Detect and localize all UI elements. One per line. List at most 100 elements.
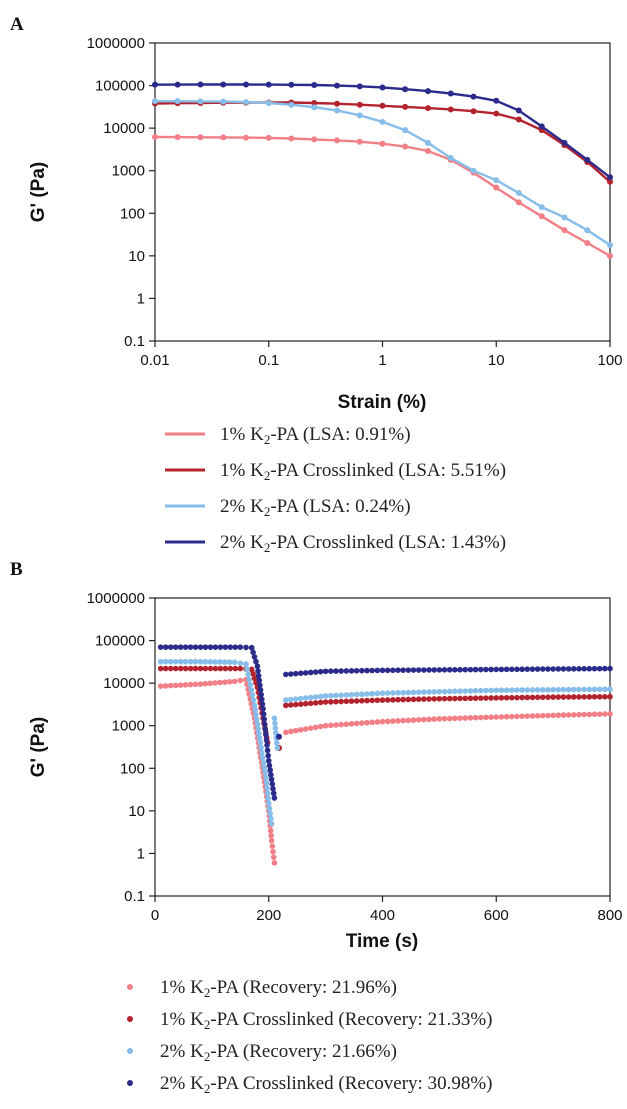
data-point-s3 <box>571 686 577 693</box>
data-point-s3 <box>356 112 363 119</box>
data-point-s3 <box>446 688 453 695</box>
data-point-s4 <box>515 107 522 114</box>
y-axis-title-a: G' (Pa) <box>28 162 49 222</box>
data-point-s3 <box>187 658 194 665</box>
data-point-s2 <box>343 698 350 705</box>
panel-label-a: A <box>10 14 24 35</box>
data-point-s4 <box>338 668 344 674</box>
legend-label-s1: 1% K2-PA (LSA: 0.91%) <box>220 424 411 447</box>
data-point-s1 <box>297 727 304 733</box>
data-point-s4 <box>539 666 546 672</box>
legend-a: 1% K2-PA (LSA: 0.91%) 1% K2-PA Crosslinke… <box>165 424 506 555</box>
x-tick-label: 0.01 <box>140 352 169 369</box>
data-point-s1 <box>217 679 223 686</box>
data-point-s4 <box>263 731 269 738</box>
data-point-s2 <box>508 694 515 701</box>
legend-label-s1: 1% K2-PA (Recovery: 21.96%) <box>160 977 397 1000</box>
data-point-s4 <box>271 795 278 801</box>
data-point-s3 <box>271 715 278 722</box>
data-point-s3 <box>343 692 350 698</box>
data-point-s2 <box>338 698 344 705</box>
data-point-s2 <box>452 695 458 702</box>
data-point-s1 <box>268 837 275 844</box>
data-point-s2 <box>555 694 562 700</box>
data-point-s3 <box>257 739 264 746</box>
data-point-s3 <box>426 689 432 695</box>
data-point-s3 <box>353 691 360 698</box>
data-point-s3 <box>263 774 269 781</box>
data-point-s2 <box>292 701 299 708</box>
data-point-s2 <box>248 666 255 673</box>
data-point-s2 <box>470 108 477 115</box>
data-point-s1 <box>560 712 567 718</box>
data-point-s2 <box>503 694 510 701</box>
data-point-s4 <box>261 721 268 728</box>
data-point-s4 <box>343 668 350 674</box>
data-point-s4 <box>258 691 264 698</box>
data-point-s3 <box>174 98 181 105</box>
data-point-s4 <box>220 81 227 88</box>
data-point-s3 <box>251 702 258 709</box>
data-point-s3 <box>333 692 339 699</box>
data-point-s3 <box>226 659 233 665</box>
data-point-s2 <box>379 102 386 109</box>
data-point-s4 <box>560 666 567 672</box>
data-point-s4 <box>265 757 272 764</box>
data-point-s2 <box>467 695 474 702</box>
data-point-s1 <box>571 712 577 718</box>
data-point-s4 <box>265 752 271 759</box>
data-point-s1 <box>222 679 228 685</box>
data-point-s4 <box>182 644 189 650</box>
data-point-s3 <box>272 720 278 726</box>
data-point-s3 <box>249 692 256 698</box>
data-point-s1 <box>231 678 238 685</box>
data-point-s4 <box>267 767 273 773</box>
data-point-s1 <box>283 729 289 736</box>
data-point-s4 <box>493 666 500 673</box>
data-point-s1 <box>452 715 458 722</box>
data-point-s4 <box>395 667 401 674</box>
legend-label-s2: 1% K2-PA Crosslinked (Recovery: 21.33%) <box>160 1009 492 1032</box>
data-point-s2 <box>591 694 598 700</box>
data-point-s4 <box>584 156 591 163</box>
data-point-s3 <box>259 754 266 761</box>
data-point-s2 <box>524 694 531 701</box>
data-point-s3 <box>524 687 531 693</box>
data-point-s2 <box>302 700 309 707</box>
data-point-s4 <box>390 667 396 674</box>
data-point-s1 <box>343 721 350 728</box>
data-point-s1 <box>265 134 272 141</box>
y-tick-label: 10000 <box>103 675 145 692</box>
data-point-s2 <box>498 695 505 701</box>
data-point-s4 <box>288 81 295 88</box>
data-point-s4 <box>571 666 577 672</box>
data-point-s2 <box>515 116 522 123</box>
data-point-s3 <box>477 687 484 694</box>
y-tick-label: 0.1 <box>124 333 145 350</box>
data-point-s1 <box>421 716 427 723</box>
data-point-s1 <box>182 682 189 688</box>
data-point-s4 <box>374 667 381 674</box>
legend-b: 1% K2-PA (Recovery: 21.96%) 1% K2-PA Cros… <box>127 977 492 1096</box>
data-point-s1 <box>586 711 593 718</box>
data-point-s1 <box>348 721 355 727</box>
data-point-s3 <box>561 214 568 221</box>
series-group-b <box>157 644 613 866</box>
data-point-s4 <box>283 671 289 678</box>
data-point-s4 <box>243 644 249 651</box>
data-point-s2 <box>395 696 401 703</box>
data-point-s3 <box>287 696 294 703</box>
data-point-s3 <box>457 688 463 694</box>
data-point-s3 <box>436 688 443 695</box>
data-point-s1 <box>436 716 443 722</box>
data-point-s1 <box>508 713 515 720</box>
data-point-s2 <box>187 665 194 672</box>
data-point-s4 <box>457 666 463 673</box>
data-point-s1 <box>226 678 233 685</box>
data-point-s3 <box>508 687 515 693</box>
data-point-s4 <box>356 83 363 90</box>
data-point-s3 <box>498 687 505 694</box>
data-point-s2 <box>307 700 314 707</box>
data-point-s4 <box>292 670 299 677</box>
data-point-s3 <box>472 687 479 694</box>
